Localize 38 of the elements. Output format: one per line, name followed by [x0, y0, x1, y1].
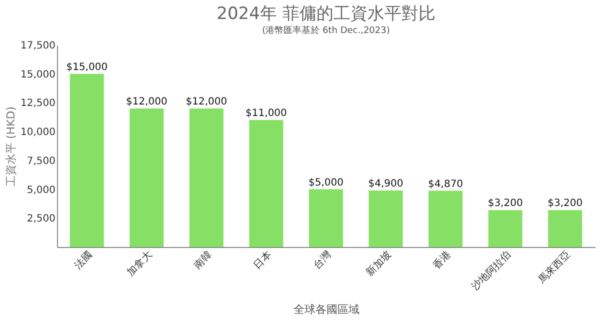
- y-tick-label: 15,000: [20, 69, 56, 80]
- x-tick-label: 沙地阿拉伯: [469, 248, 514, 293]
- bar: [309, 189, 343, 247]
- bar: [189, 108, 224, 247]
- x-tick-label: 香港: [430, 248, 454, 272]
- bar: [548, 210, 582, 247]
- data-label: $3,200: [488, 198, 523, 210]
- y-tick-label: 2,500: [26, 214, 56, 225]
- data-label: $5,000: [308, 177, 344, 188]
- x-tick-label: 台灣: [311, 248, 334, 272]
- y-tick-label: 5,000: [26, 184, 56, 196]
- bar: [368, 190, 403, 247]
- bar: [488, 210, 522, 247]
- x-tick-label: 新加坡: [364, 248, 394, 278]
- data-label: $12,000: [186, 96, 228, 108]
- x-tick-label: 日本: [251, 248, 274, 272]
- data-label: $12,000: [126, 96, 168, 108]
- data-label: $3,200: [548, 198, 583, 210]
- x-tick-label: 加拿大: [124, 248, 154, 278]
- bar: [130, 108, 164, 247]
- y-tick-label: 12,500: [20, 98, 56, 110]
- chart-title: 2024年 菲傭的工資水平對比: [216, 4, 436, 24]
- y-tick-label: 10,000: [20, 127, 56, 138]
- x-tick-label: 南韓: [192, 248, 214, 272]
- x-axis-title: 全球各國區域: [294, 302, 360, 316]
- bar: [249, 120, 284, 247]
- bar: [428, 190, 463, 247]
- data-label: $15,000: [66, 62, 108, 73]
- data-label: $4,900: [368, 178, 404, 190]
- data-label: $11,000: [246, 108, 287, 120]
- y-tick-label: 17,500: [20, 40, 56, 52]
- x-tick-label: 馬來西亞: [535, 248, 573, 286]
- y-axis-title: 工資水平 (HKD): [4, 106, 18, 187]
- chart-subtitle: (港幣匯率基於 6th Dec.,2023): [262, 25, 390, 36]
- x-tick-label: 法國: [72, 248, 95, 272]
- y-tick-label: 7,500: [26, 156, 56, 167]
- bar: [70, 74, 104, 247]
- data-label: $4,870: [428, 178, 464, 190]
